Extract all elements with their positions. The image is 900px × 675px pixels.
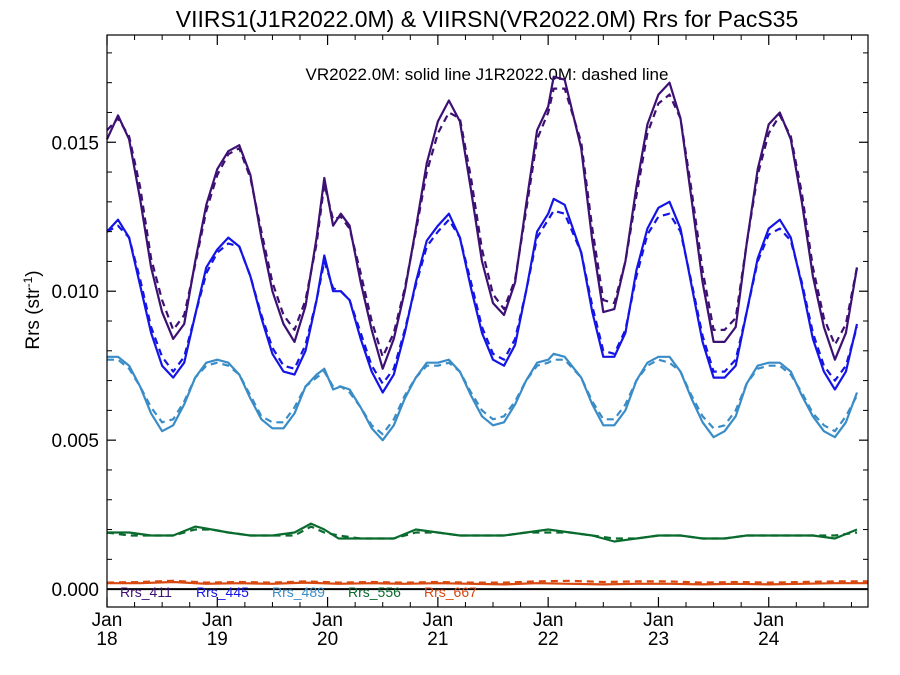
x-tick-year: 24 [758, 629, 780, 650]
series-rrs-667-dashed [106, 579, 868, 584]
x-tick-year: 22 [538, 629, 559, 650]
series-rrs-445-solid [106, 197, 859, 394]
legend-entry-rrs-445: Rrs_445 [196, 584, 249, 600]
y-tick-label: 0.015 [51, 133, 99, 154]
series-lines [106, 75, 868, 586]
y-axis-label: Rrs (str-1) [21, 270, 44, 349]
y-axis-label-close: ) [23, 270, 44, 276]
x-tick-year: 18 [96, 629, 117, 650]
x-tick-month: Jan [312, 610, 343, 631]
x-tick-month: Jan [92, 610, 123, 631]
series-rrs-489-dashed [107, 358, 858, 436]
y-tick-label: 0.005 [51, 431, 99, 452]
y-axis-label-main: Rrs (str [23, 287, 44, 350]
y-ticks: 0.000 0.005 0.010 0.015 [51, 52, 868, 601]
x-tick-month: Jan [423, 610, 454, 631]
series-rrs-411-dashed [106, 87, 859, 358]
plot-axes [106, 34, 869, 608]
x-tick-month: Jan [753, 610, 784, 631]
line-style-note: VR2022.0M: solid line J1R2022.0M: dashed… [306, 65, 669, 84]
series-rrs-556-solid [107, 522, 858, 543]
x-tick-year: 19 [207, 629, 228, 650]
x-tick-year: 21 [427, 629, 448, 650]
y-tick-label: 0.010 [51, 282, 99, 303]
series-rrs-667-solid [107, 580, 868, 586]
chart-title: VIIRS1(J1R2022.0M) & VIIRSN(VR2022.0M) R… [176, 6, 799, 32]
legend-entry-rrs-489: Rrs_489 [272, 584, 325, 600]
x-tick-year: 20 [317, 629, 338, 650]
x-tick-month: Jan [533, 610, 564, 631]
series-rrs-489-solid [107, 352, 859, 442]
legend-entry-rrs-411: Rrs_411 [120, 584, 172, 600]
y-tick-label: 0.000 [51, 580, 99, 601]
legend: Rrs_411 Rrs_445 Rrs_489 Rrs_556 Rrs_667 [120, 584, 477, 600]
y-axis-label-sup: -1 [21, 276, 35, 287]
x-tick-month: Jan [202, 610, 233, 631]
plot-frame [106, 34, 869, 608]
legend-entry-rrs-667: Rrs_667 [424, 584, 477, 600]
x-tick-year: 23 [648, 629, 669, 650]
series-rrs-445-dashed [106, 209, 859, 385]
legend-entry-rrs-556: Rrs_556 [348, 584, 401, 600]
x-tick-month: Jan [643, 610, 674, 631]
series-rrs-411-solid [106, 75, 859, 370]
